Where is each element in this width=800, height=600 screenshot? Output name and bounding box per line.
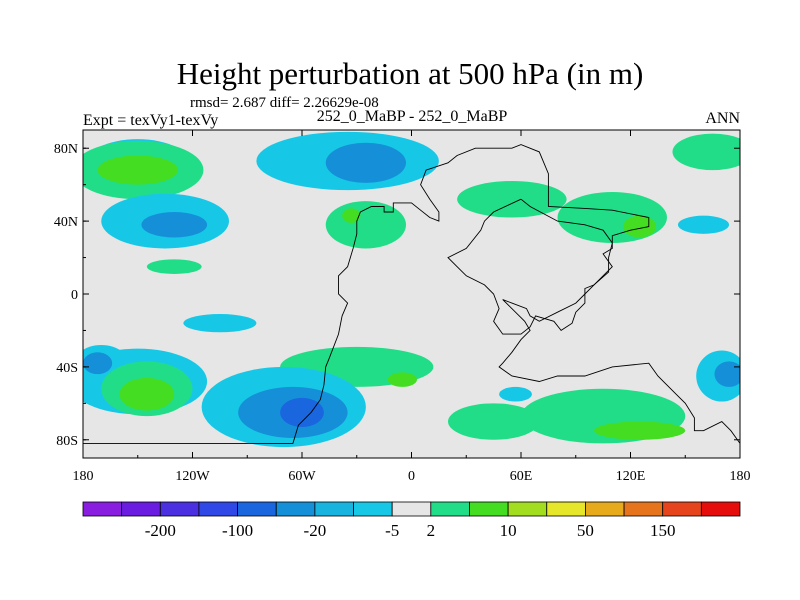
- x-tick-label-5: 120E: [616, 469, 646, 484]
- colorbar-label-4: 2: [427, 521, 436, 540]
- contour-field-12: [623, 215, 657, 238]
- y-tick-label-2: 0: [71, 288, 78, 303]
- experiment-label: Expt = texVy1-texVy: [83, 112, 218, 129]
- colorbar-label-6: 50: [577, 521, 594, 540]
- contour-field-25: [280, 397, 324, 428]
- colorbar: -200 -100 -20 -5 2 10 50 150: [82, 501, 741, 540]
- colorbar-box-4: [237, 501, 277, 517]
- contour-field-2: [97, 155, 178, 185]
- case-subtitle: 252_0_MaBP - 252_0_MaBP: [317, 108, 508, 125]
- colorbar-box-3: [198, 501, 238, 517]
- colorbar-box-12: [546, 501, 586, 517]
- y-tick-label-1: 40N: [54, 215, 78, 230]
- contour-field-10: [457, 181, 567, 218]
- contour-field-15: [183, 314, 257, 333]
- x-axis: 180 120W 60W 0 60E 120E 180: [73, 130, 751, 484]
- colorbar-box-2: [159, 501, 200, 517]
- contour-field-14: [672, 133, 740, 171]
- coastline-0: [83, 144, 740, 444]
- y-tick-label-0: 80N: [54, 142, 78, 157]
- x-tick-label-1: 120W: [175, 469, 210, 484]
- colorbar-box-5: [275, 501, 316, 517]
- contour-field-9: [342, 208, 361, 223]
- colorbar-box-13: [585, 501, 625, 517]
- contour-field-8: [325, 201, 407, 249]
- x-tick-label-3: 0: [408, 469, 415, 484]
- contour-field-28: [448, 403, 540, 440]
- contour-field-13: [677, 215, 730, 234]
- contour-field-18: [83, 352, 113, 375]
- contour-field-7: [325, 142, 407, 183]
- colorbar-label-1: -100: [222, 521, 253, 540]
- colorbar-box-8: [391, 501, 432, 517]
- colorbar-box-16: [700, 501, 741, 517]
- colorbar-box-1: [121, 501, 161, 517]
- contour-fields: [83, 131, 740, 448]
- contour-field-5: [146, 259, 202, 274]
- y-tick-label-4: 80S: [56, 434, 78, 449]
- x-tick-label-6: 180: [730, 469, 751, 484]
- contour-field-20: [119, 377, 175, 411]
- colorbar-box-11: [507, 501, 548, 517]
- contour-field-26: [499, 386, 532, 402]
- colorbar-label-7: 150: [650, 521, 676, 540]
- colorbar-box-9: [430, 501, 470, 517]
- contour-field-4: [141, 212, 208, 238]
- coastline-1: [447, 198, 613, 335]
- colorbar-label-3: -5: [385, 521, 399, 540]
- contour-field-31: [714, 361, 740, 387]
- colorbar-label-2: -20: [304, 521, 327, 540]
- coastlines: [83, 144, 740, 444]
- season-label: ANN: [705, 110, 740, 127]
- x-tick-label-0: 180: [73, 469, 94, 484]
- x-tick-label-2: 60W: [288, 469, 316, 484]
- colorbar-box-15: [662, 501, 702, 517]
- colorbar-box-10: [469, 501, 509, 517]
- x-tick-label-4: 60E: [510, 469, 533, 484]
- colorbar-label-5: 10: [500, 521, 517, 540]
- contour-field-22: [387, 372, 417, 387]
- chart-title: Height perturbation at 500 hPa (in m): [177, 56, 644, 91]
- stats-line: rmsd= 2.687 diff= 2.26629e-08: [190, 95, 379, 111]
- y-axis: 80N 40N 0 40S 80S: [54, 142, 740, 449]
- colorbar-label-0: -200: [145, 521, 176, 540]
- colorbar-box-0: [82, 501, 123, 517]
- y-tick-label-3: 40S: [56, 361, 78, 376]
- colorbar-box-6: [314, 501, 354, 517]
- colorbar-box-7: [353, 501, 393, 517]
- colorbar-box-14: [623, 501, 664, 517]
- contour-field-29: [594, 421, 686, 440]
